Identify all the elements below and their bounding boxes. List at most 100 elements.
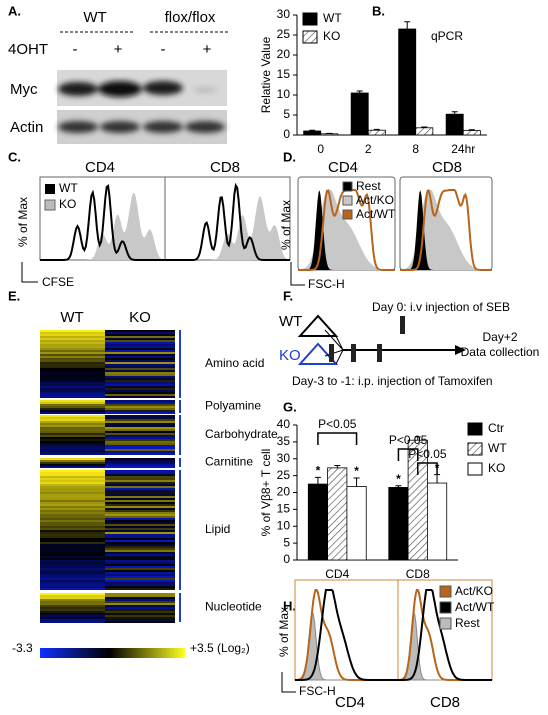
heatmap-cell — [105, 609, 175, 611]
heatmap-panel: WT KO -3.3 +3.5 (Log₂) — [12, 309, 250, 658]
histogram-act-wt — [295, 589, 398, 681]
heatmap-cell — [40, 568, 105, 570]
error-bar — [334, 465, 341, 468]
heatmap-cell — [40, 548, 105, 550]
heatmap-cell — [40, 544, 105, 546]
heatmap-cell — [105, 536, 175, 538]
heatmap-cell — [40, 390, 105, 392]
heatmap-cell — [40, 394, 105, 396]
annotation: * — [435, 461, 440, 475]
bar — [367, 129, 386, 136]
heatmap-cell — [40, 370, 105, 372]
heatmap-cell — [105, 524, 175, 526]
heatmap-cell — [40, 482, 105, 484]
heatmap-cell — [105, 526, 175, 528]
heatmap-cell — [105, 482, 175, 484]
heatmap-cell — [105, 404, 175, 406]
heatmap-cell — [105, 534, 175, 536]
heatmap-cell — [105, 447, 175, 449]
heatmap-cell — [105, 540, 175, 542]
heatmap-cell — [105, 336, 175, 338]
heatmap-cell — [105, 607, 175, 609]
panel-label: H. — [283, 598, 296, 613]
panel-title: CD8 — [432, 159, 462, 176]
heatmap-cell — [40, 423, 105, 425]
error-bar — [451, 111, 458, 115]
heatmap-cell — [40, 352, 105, 354]
heatmap-cell — [40, 576, 105, 578]
legend-label: KO — [59, 197, 76, 211]
legend-label: Rest — [356, 179, 381, 193]
error-bar — [356, 90, 363, 93]
heatmap-cell — [105, 445, 175, 447]
heatmap-cell — [105, 572, 175, 574]
legend-label: Act/KO — [356, 193, 394, 207]
heatmap-cell — [105, 508, 175, 510]
heatmap-cell — [40, 615, 105, 617]
scale-label: +3.5 (Log₂) — [190, 641, 250, 655]
band — [193, 87, 217, 93]
heatmap-cell — [40, 516, 105, 518]
heatmap-cell — [105, 597, 175, 599]
heatmap-cell — [105, 470, 175, 472]
heatmap-cell — [40, 431, 105, 433]
heatmap-cell — [40, 572, 105, 574]
size-h-panel: % of Max FSC-H CD4 CD8 — [277, 579, 493, 711]
y-tick-label: 30 — [277, 451, 291, 465]
heatmap-cell — [40, 334, 105, 336]
y-tick-label: 5 — [283, 107, 290, 121]
panel-title: CD4 — [335, 694, 365, 711]
histogram-ko — [40, 193, 165, 260]
bar — [303, 130, 322, 136]
heatmap-cell — [105, 621, 175, 623]
heatmap-cell — [40, 392, 105, 394]
group-label: Polyamine — [205, 399, 261, 413]
heatmap-cell — [105, 568, 175, 570]
heatmap-cell — [105, 611, 175, 613]
histogram-act-ko — [400, 190, 492, 270]
heatmap-cell — [40, 586, 105, 588]
x-tick-label: 24hr — [451, 142, 475, 156]
x-tick-label: CD4 — [325, 567, 349, 581]
blot-row: Myc — [10, 81, 38, 98]
column-label: KO — [129, 309, 151, 326]
heatmap-cell — [40, 532, 105, 534]
panel-label: G. — [283, 399, 297, 414]
legend-swatch — [439, 585, 452, 598]
x-axis-label: CFSE — [42, 275, 74, 289]
blot-row: Actin — [10, 119, 43, 136]
heatmap-cell — [105, 478, 175, 480]
heatmap-cell — [105, 472, 175, 474]
legend-label: Act/WT — [356, 207, 396, 221]
heatmap-cell — [40, 417, 105, 419]
heatmap-cell — [105, 500, 175, 502]
heatmap-cell — [105, 437, 175, 439]
heatmap-cell — [40, 528, 105, 530]
heatmap-cell — [105, 425, 175, 427]
heatmap-cell — [105, 378, 175, 380]
heatmap-cell — [105, 352, 175, 354]
band — [98, 81, 142, 97]
heatmap-cell — [40, 410, 105, 412]
heatmap-cell — [105, 504, 175, 506]
legend-label: Rest — [455, 616, 480, 630]
heatmap-cell — [40, 342, 105, 344]
heatmap-cell — [105, 486, 175, 488]
band — [58, 82, 98, 96]
y-tick-label: 25 — [277, 27, 291, 41]
syringe — [377, 344, 382, 362]
axis-arrow — [21, 262, 38, 283]
heatmap-cell — [105, 462, 175, 464]
legend-swatch — [342, 209, 353, 220]
error-bar — [309, 129, 316, 131]
y-tick-label: 0 — [283, 127, 290, 141]
legend-swatch — [467, 462, 483, 476]
legend-label: KO — [488, 461, 505, 475]
heatmap-cell — [105, 382, 175, 384]
heatmap-cell — [105, 358, 175, 360]
heatmap-cell — [40, 435, 105, 437]
legend-swatch — [45, 184, 55, 194]
heatmap-cell — [105, 516, 175, 518]
heatmap-cell — [40, 447, 105, 449]
group-label: Nucleotide — [205, 600, 262, 614]
